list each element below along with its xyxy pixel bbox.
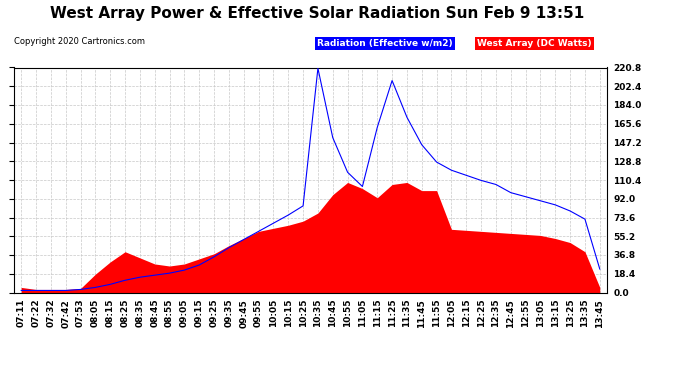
Text: West Array (DC Watts): West Array (DC Watts)	[477, 39, 592, 48]
Text: Copyright 2020 Cartronics.com: Copyright 2020 Cartronics.com	[14, 38, 145, 46]
Text: Radiation (Effective w/m2): Radiation (Effective w/m2)	[317, 39, 453, 48]
Text: West Array Power & Effective Solar Radiation Sun Feb 9 13:51: West Array Power & Effective Solar Radia…	[50, 6, 584, 21]
